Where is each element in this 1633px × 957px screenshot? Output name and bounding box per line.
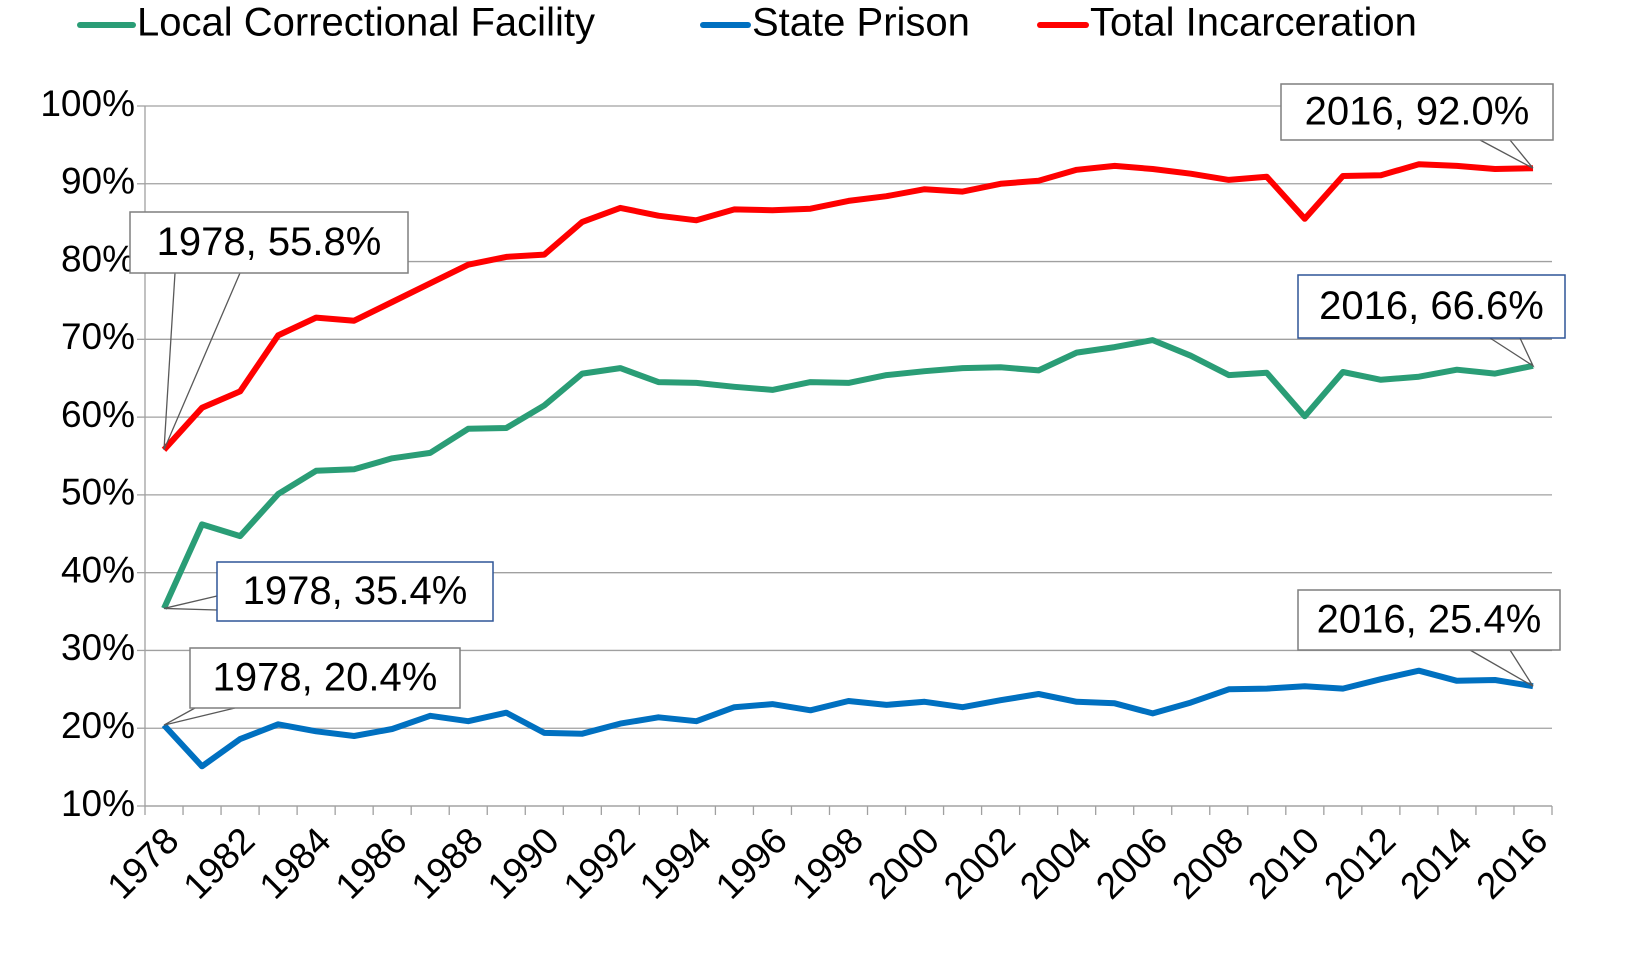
y-tick-label: 40% [61, 549, 135, 590]
x-tick-label: 1994 [632, 820, 719, 907]
series-line [161, 667, 1534, 770]
legend-label: Total Incarceration [1090, 1, 1417, 45]
x-tick-label: 1984 [251, 820, 338, 907]
annotation-leader [163, 707, 236, 726]
annotation-box [1280, 83, 1554, 141]
x-tick-label: 1990 [480, 820, 567, 907]
annotation-leader [1489, 337, 1535, 368]
x-tick-label: 1978 [99, 820, 186, 907]
x-tick-label: 1992 [556, 820, 643, 907]
annotation-box [216, 561, 494, 622]
series-line [161, 337, 1534, 610]
annotation-label: 1978, 55.8% [157, 220, 382, 264]
x-tick-label: 2012 [1316, 820, 1403, 907]
x-tick-label: 1982 [175, 820, 262, 907]
annotation-box [129, 211, 409, 274]
x-tick-label: 2010 [1240, 820, 1327, 907]
x-tick-label: 2004 [1012, 820, 1099, 907]
x-tick-label: 2006 [1088, 820, 1175, 907]
y-tick-label: 90% [61, 161, 135, 202]
annotation-box [189, 647, 461, 709]
annotation-label: 1978, 35.4% [243, 569, 468, 613]
annotation-label: 2016, 25.4% [1317, 598, 1542, 642]
legend-label: Local Correctional Facility [137, 1, 595, 45]
annotation-leader [163, 272, 241, 451]
y-tick-label: 30% [61, 627, 135, 668]
x-tick-label: 1988 [404, 820, 491, 907]
x-tick-label: 2008 [1164, 820, 1251, 907]
x-tick-label: 2002 [936, 820, 1023, 907]
series-line [161, 161, 1534, 452]
y-tick-label: 10% [61, 783, 135, 824]
y-tick-label: 80% [61, 238, 135, 279]
x-tick-label: 2016 [1468, 820, 1555, 907]
y-tick-label: 70% [61, 316, 135, 357]
annotation-leader [163, 595, 218, 611]
annotation-box [1297, 274, 1566, 339]
legend-label: State Prison [752, 1, 970, 45]
x-tick-label: 1998 [784, 820, 871, 907]
y-tick-label: 50% [61, 472, 135, 513]
y-tick-label: 20% [61, 705, 135, 746]
y-tick-label: 100% [40, 83, 135, 124]
x-tick-label: 1996 [708, 820, 795, 907]
y-tick-label: 60% [61, 394, 135, 435]
annotation-label: 2016, 66.6% [1319, 284, 1544, 328]
annotation-leader [1469, 649, 1534, 687]
x-tick-label: 2014 [1392, 820, 1479, 907]
annotation-box [1297, 589, 1561, 651]
annotation-label: 2016, 92.0% [1305, 90, 1530, 134]
annotation-leader [1479, 139, 1534, 169]
x-tick-label: 2000 [860, 820, 947, 907]
x-tick-label: 1986 [328, 820, 415, 907]
annotation-label: 1978, 20.4% [213, 656, 438, 700]
